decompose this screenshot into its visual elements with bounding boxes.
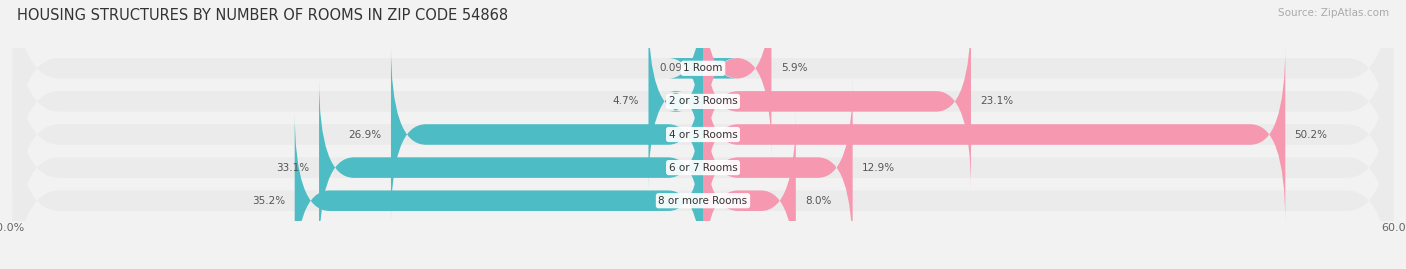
FancyBboxPatch shape [13,79,1393,269]
Text: 4 or 5 Rooms: 4 or 5 Rooms [669,129,737,140]
Text: 6 or 7 Rooms: 6 or 7 Rooms [669,162,737,173]
FancyBboxPatch shape [703,0,772,157]
Text: 8.0%: 8.0% [806,196,831,206]
FancyBboxPatch shape [703,112,796,269]
FancyBboxPatch shape [703,12,972,190]
FancyBboxPatch shape [13,0,1393,190]
Text: 0.09%: 0.09% [659,63,693,73]
Text: 33.1%: 33.1% [277,162,309,173]
FancyBboxPatch shape [295,112,703,269]
Text: 26.9%: 26.9% [349,129,381,140]
FancyBboxPatch shape [13,45,1393,269]
Text: 1 Room: 1 Room [683,63,723,73]
FancyBboxPatch shape [668,0,737,157]
Text: 8 or more Rooms: 8 or more Rooms [658,196,748,206]
Text: HOUSING STRUCTURES BY NUMBER OF ROOMS IN ZIP CODE 54868: HOUSING STRUCTURES BY NUMBER OF ROOMS IN… [17,8,508,23]
Text: Source: ZipAtlas.com: Source: ZipAtlas.com [1278,8,1389,18]
Text: 12.9%: 12.9% [862,162,896,173]
Text: 2 or 3 Rooms: 2 or 3 Rooms [669,96,737,107]
Text: 4.7%: 4.7% [613,96,640,107]
FancyBboxPatch shape [13,0,1393,224]
FancyBboxPatch shape [703,45,1285,224]
Text: 35.2%: 35.2% [252,196,285,206]
Text: 23.1%: 23.1% [980,96,1014,107]
FancyBboxPatch shape [319,79,703,257]
FancyBboxPatch shape [703,79,852,257]
FancyBboxPatch shape [13,12,1393,257]
Text: 5.9%: 5.9% [780,63,807,73]
Text: 50.2%: 50.2% [1295,129,1327,140]
FancyBboxPatch shape [391,45,703,224]
FancyBboxPatch shape [648,12,703,190]
